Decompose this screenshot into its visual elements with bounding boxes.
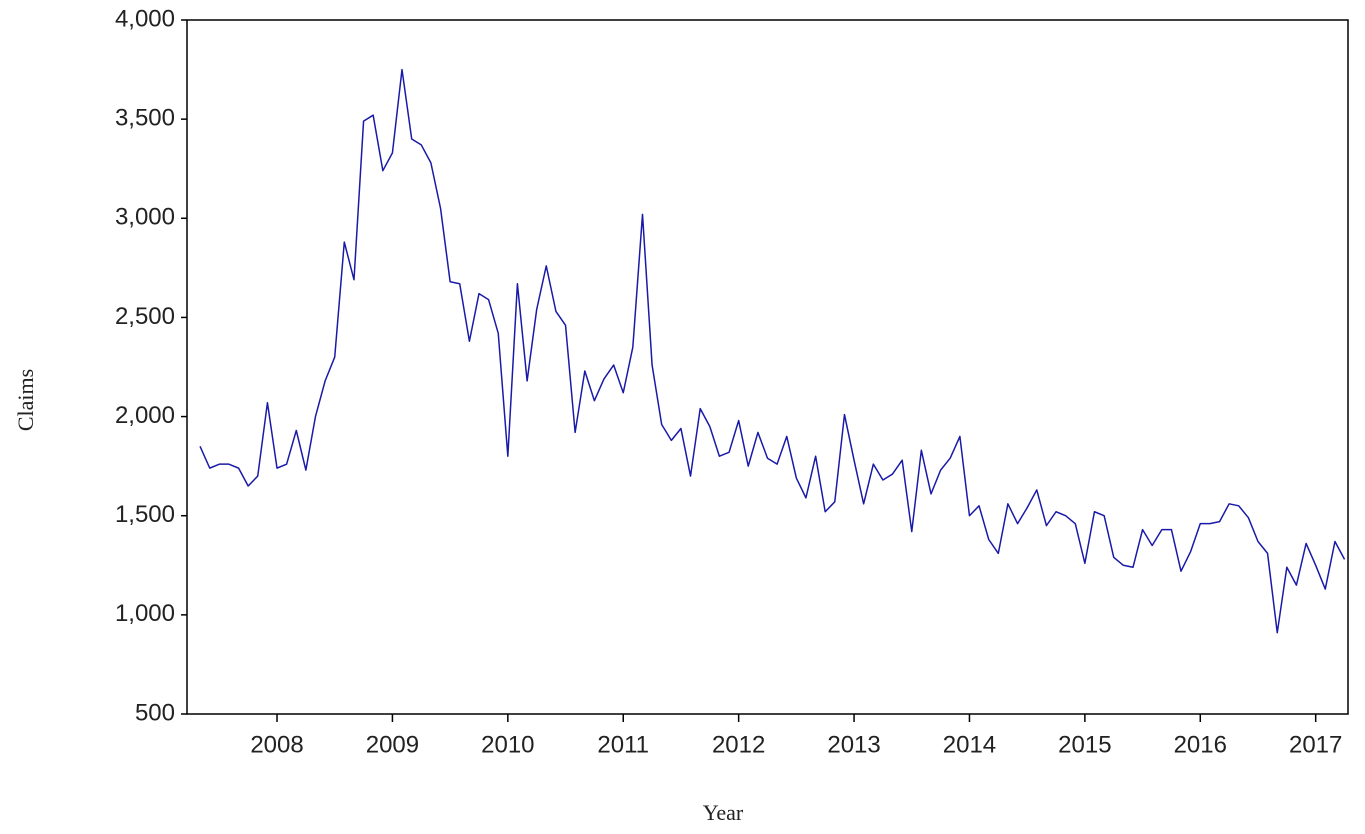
y-tick-label: 500 (135, 699, 175, 726)
x-tick-label: 2016 (1174, 731, 1227, 758)
plot-frame (186, 19, 1349, 715)
y-axis-title: Claims (13, 369, 38, 431)
y-tick-label: 3,000 (115, 204, 175, 231)
x-tick-label: 2011 (597, 731, 649, 758)
y-tick-label: 1,000 (115, 600, 175, 627)
data-line (199, 68, 1346, 634)
x-tick-label: 2009 (366, 731, 419, 758)
x-axis-title: Year (703, 800, 744, 825)
y-tick-label: 4,000 (115, 5, 175, 32)
y-tick-label: 1,500 (115, 501, 175, 528)
x-tick-label: 2017 (1289, 731, 1342, 758)
x-tick-label: 2008 (250, 731, 303, 758)
y-tick-label: 2,500 (115, 303, 175, 330)
x-tick-label: 2015 (1058, 731, 1111, 758)
x-tick-label: 2014 (943, 731, 996, 758)
x-tick-label: 2012 (712, 731, 765, 758)
x-tick-label: 2010 (481, 731, 534, 758)
x-tick-label: 2013 (827, 731, 880, 758)
y-tick-label: 2,000 (115, 402, 175, 429)
y-tick-label: 3,500 (115, 104, 175, 131)
